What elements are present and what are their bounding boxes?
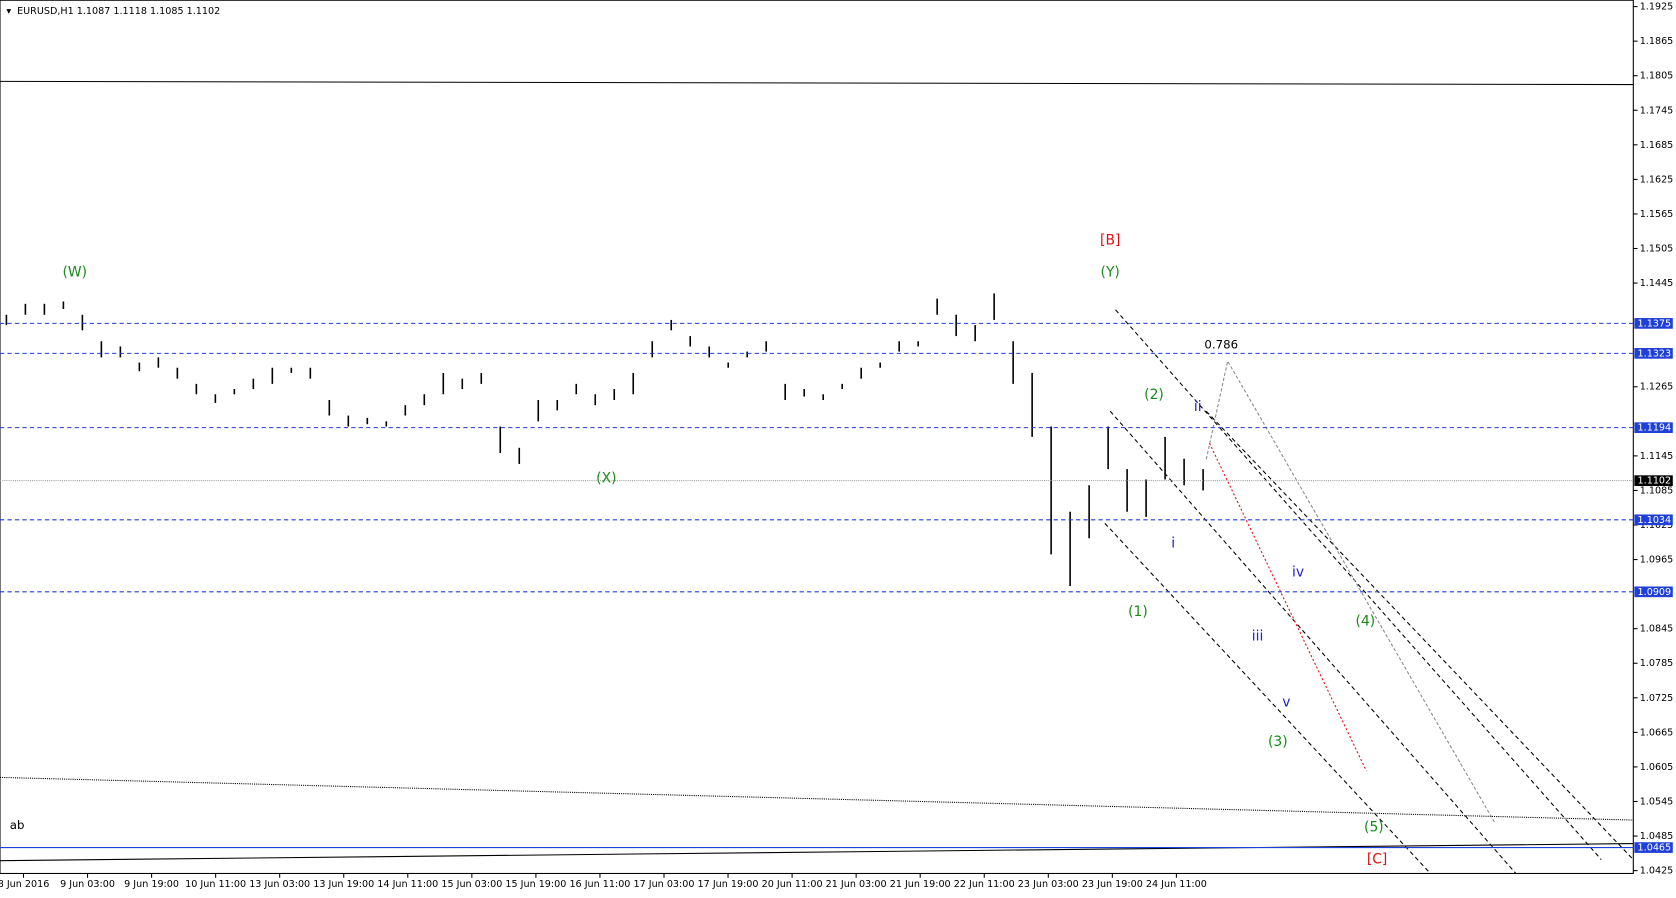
wave-label: (X) [596, 470, 616, 486]
wave-label: i [1171, 536, 1175, 552]
x-tick-label: 13 Jun 19:00 [313, 879, 374, 890]
wave-label: iv [1292, 564, 1304, 580]
y-tick-label: 1.1025 [1640, 520, 1674, 531]
header: EURUSD,H1 1.1087 1.1118 1.1085 1.1102 [17, 6, 220, 17]
y-tick-label: 1.1925 [1640, 2, 1674, 13]
x-tick-label: 20 Jun 11:00 [762, 879, 823, 890]
y-tick-label: 1.1805 [1640, 71, 1674, 82]
level-label: 1.1375 [1638, 318, 1672, 329]
wave-label: (Y) [1101, 264, 1120, 280]
y-tick-label: 1.0845 [1640, 624, 1674, 635]
level-label: 1.1102 [1638, 476, 1672, 487]
wave-label: ii [1194, 399, 1202, 415]
y-tick-label: 1.0545 [1640, 796, 1674, 807]
wave-label: [C] [1367, 852, 1388, 868]
wave-label: v [1282, 695, 1290, 711]
level-box [1634, 422, 1673, 433]
y-tick-label: 1.1865 [1640, 36, 1674, 47]
wave-label: (W) [62, 264, 87, 280]
wave-label: (3) [1268, 734, 1288, 750]
x-tick-label: 21 Jun 19:00 [890, 879, 951, 890]
plot-frame [0, 0, 1634, 875]
x-tick-label: 8 Jun 2016 [0, 879, 49, 890]
level-label: 1.0909 [1638, 587, 1672, 598]
x-tick-label: 22 Jun 11:00 [954, 879, 1015, 890]
level-label: 1.1194 [1638, 423, 1672, 434]
y-tick-label: 1.0485 [1640, 831, 1674, 842]
level-box [1634, 586, 1673, 598]
x-tick-label: 23 Jun 19:00 [1082, 879, 1143, 890]
x-tick-label: 14 Jun 11:00 [377, 879, 438, 890]
header: ▾ [6, 6, 11, 17]
channel-line [1109, 410, 1517, 874]
x-tick-label: 23 Jun 03:00 [1018, 879, 1079, 890]
x-tick-label: 10 Jun 11:00 [185, 879, 246, 890]
y-tick-label: 1.1145 [1640, 451, 1674, 462]
x-tick-label: 17 Jun 19:00 [698, 879, 759, 890]
y-tick-label: 1.0785 [1640, 658, 1674, 669]
x-tick-label: 16 Jun 11:00 [569, 879, 630, 890]
y-tick-label: 1.1745 [1640, 105, 1674, 116]
fib-line [1205, 359, 1495, 823]
level-box [1634, 318, 1673, 329]
y-tick-label: 1.1685 [1640, 140, 1674, 151]
y-tick-label: 1.1265 [1640, 382, 1674, 393]
y-tick-label: 1.0725 [1640, 693, 1674, 704]
level-label: 1.1034 [1638, 515, 1672, 526]
y-tick-label: 1.1505 [1640, 244, 1674, 255]
y-tick-label: 1.0965 [1640, 555, 1674, 566]
y-tick-label: 1.0665 [1640, 727, 1674, 738]
level-box [1634, 514, 1673, 526]
wave-label: (5) [1364, 820, 1384, 836]
trend-line [0, 843, 1634, 862]
x-tick-label: 21 Jun 03:00 [826, 879, 887, 890]
x-tick-label: 17 Jun 03:00 [634, 879, 695, 890]
y-tick-label: 1.0605 [1640, 762, 1674, 773]
x-tick-label: 15 Jun 19:00 [505, 879, 566, 890]
wave-label: ab [10, 818, 25, 832]
y-tick-label: 1.1565 [1640, 209, 1674, 220]
level-label: 1.0465 [1638, 843, 1672, 854]
x-tick-label: 9 Jun 03:00 [60, 879, 115, 890]
channel-line [1104, 522, 1431, 874]
level-label: 1.1323 [1638, 348, 1672, 359]
x-tick-label: 24 Jun 11:00 [1146, 879, 1207, 890]
y-tick-label: 1.1085 [1640, 485, 1674, 496]
x-tick-label: 13 Jun 03:00 [249, 879, 310, 890]
wave-label: (2) [1144, 387, 1164, 403]
y-tick-label: 1.1445 [1640, 278, 1674, 289]
level-box [1634, 348, 1673, 359]
level-box [1634, 475, 1673, 486]
x-tick-label: 9 Jun 19:00 [124, 879, 179, 890]
projection-line [1209, 443, 1367, 772]
wave-label: [B] [1100, 232, 1120, 248]
x-tick-label: 15 Jun 03:00 [441, 879, 502, 890]
wave-label: (4) [1356, 614, 1376, 630]
y-tick-label: 1.1625 [1640, 174, 1674, 185]
trend-line [0, 80, 1634, 86]
wave-label: (1) [1128, 604, 1148, 620]
level-box [1634, 842, 1673, 853]
wave-label: 0.786 [1204, 338, 1238, 352]
channel-line [1115, 309, 1602, 860]
wave-label: iii [1252, 628, 1264, 644]
channel-line [1205, 410, 1634, 860]
y-tick-label: 1.0425 [1640, 866, 1674, 877]
